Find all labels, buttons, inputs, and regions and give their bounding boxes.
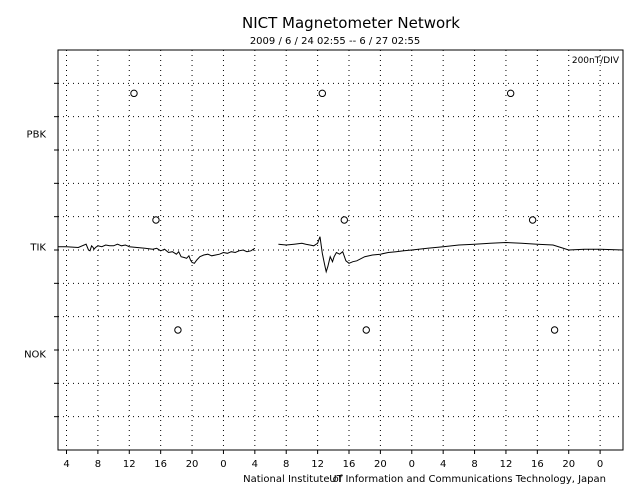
x-tick-label: 12	[123, 459, 136, 470]
x-tick-label: 20	[562, 459, 575, 470]
x-tick-label: 12	[500, 459, 513, 470]
x-axis-label: UT	[329, 474, 343, 485]
local-midnight-marker	[550, 326, 559, 334]
local-midnight-marker	[340, 216, 348, 224]
x-tick-label: 4	[252, 459, 258, 470]
x-tick-labels: 4 8 12 16 20 0 4 8 12 16 20 0 4 8 12 16 20 0	[63, 450, 603, 470]
footer-credit: National Institute of Information and Co…	[243, 474, 606, 485]
station-label-tik: TIK	[29, 243, 46, 254]
station-label-nok: NOK	[24, 349, 46, 360]
local-midnight-marker	[362, 326, 370, 334]
local-midnight-marker	[506, 89, 515, 98]
x-tick-label: 16	[154, 459, 167, 470]
x-tick-label: 0	[409, 459, 415, 470]
x-tick-label: 8	[283, 459, 289, 470]
scale-label: 200nT/DIV	[572, 56, 620, 66]
series-lines	[58, 236, 624, 274]
local-midnight-marker	[528, 216, 537, 224]
local-midnight-marker	[152, 216, 160, 224]
station-labels: PBK TIK NOK	[24, 129, 46, 360]
x-tick-label: 16	[343, 459, 356, 470]
station-label-pbk: PBK	[27, 129, 47, 140]
local-midnight-marker	[130, 89, 138, 98]
x-tick-label: 8	[471, 459, 477, 470]
local-midnight-marker	[318, 89, 327, 98]
x-tick-label: 20	[186, 459, 199, 470]
local-midnight-marker	[174, 326, 182, 334]
local-midnight-markers	[130, 89, 559, 334]
x-tick-label: 4	[63, 459, 69, 470]
grid	[54, 50, 623, 450]
chart-subtitle: 2009 / 6 / 24 02:55 -- 6 / 27 02:55	[250, 36, 420, 47]
x-tick-label: 4	[440, 459, 446, 470]
x-tick-label: 12	[311, 459, 324, 470]
x-tick-label: 20	[374, 459, 387, 470]
x-tick-label: 0	[597, 459, 603, 470]
x-tick-label: 0	[220, 459, 226, 470]
series-line-tik	[278, 236, 624, 274]
x-tick-label: 8	[95, 459, 101, 470]
chart-title: NICT Magnetometer Network	[242, 14, 460, 32]
series-line-tik	[58, 243, 256, 264]
x-tick-label: 16	[531, 459, 544, 470]
